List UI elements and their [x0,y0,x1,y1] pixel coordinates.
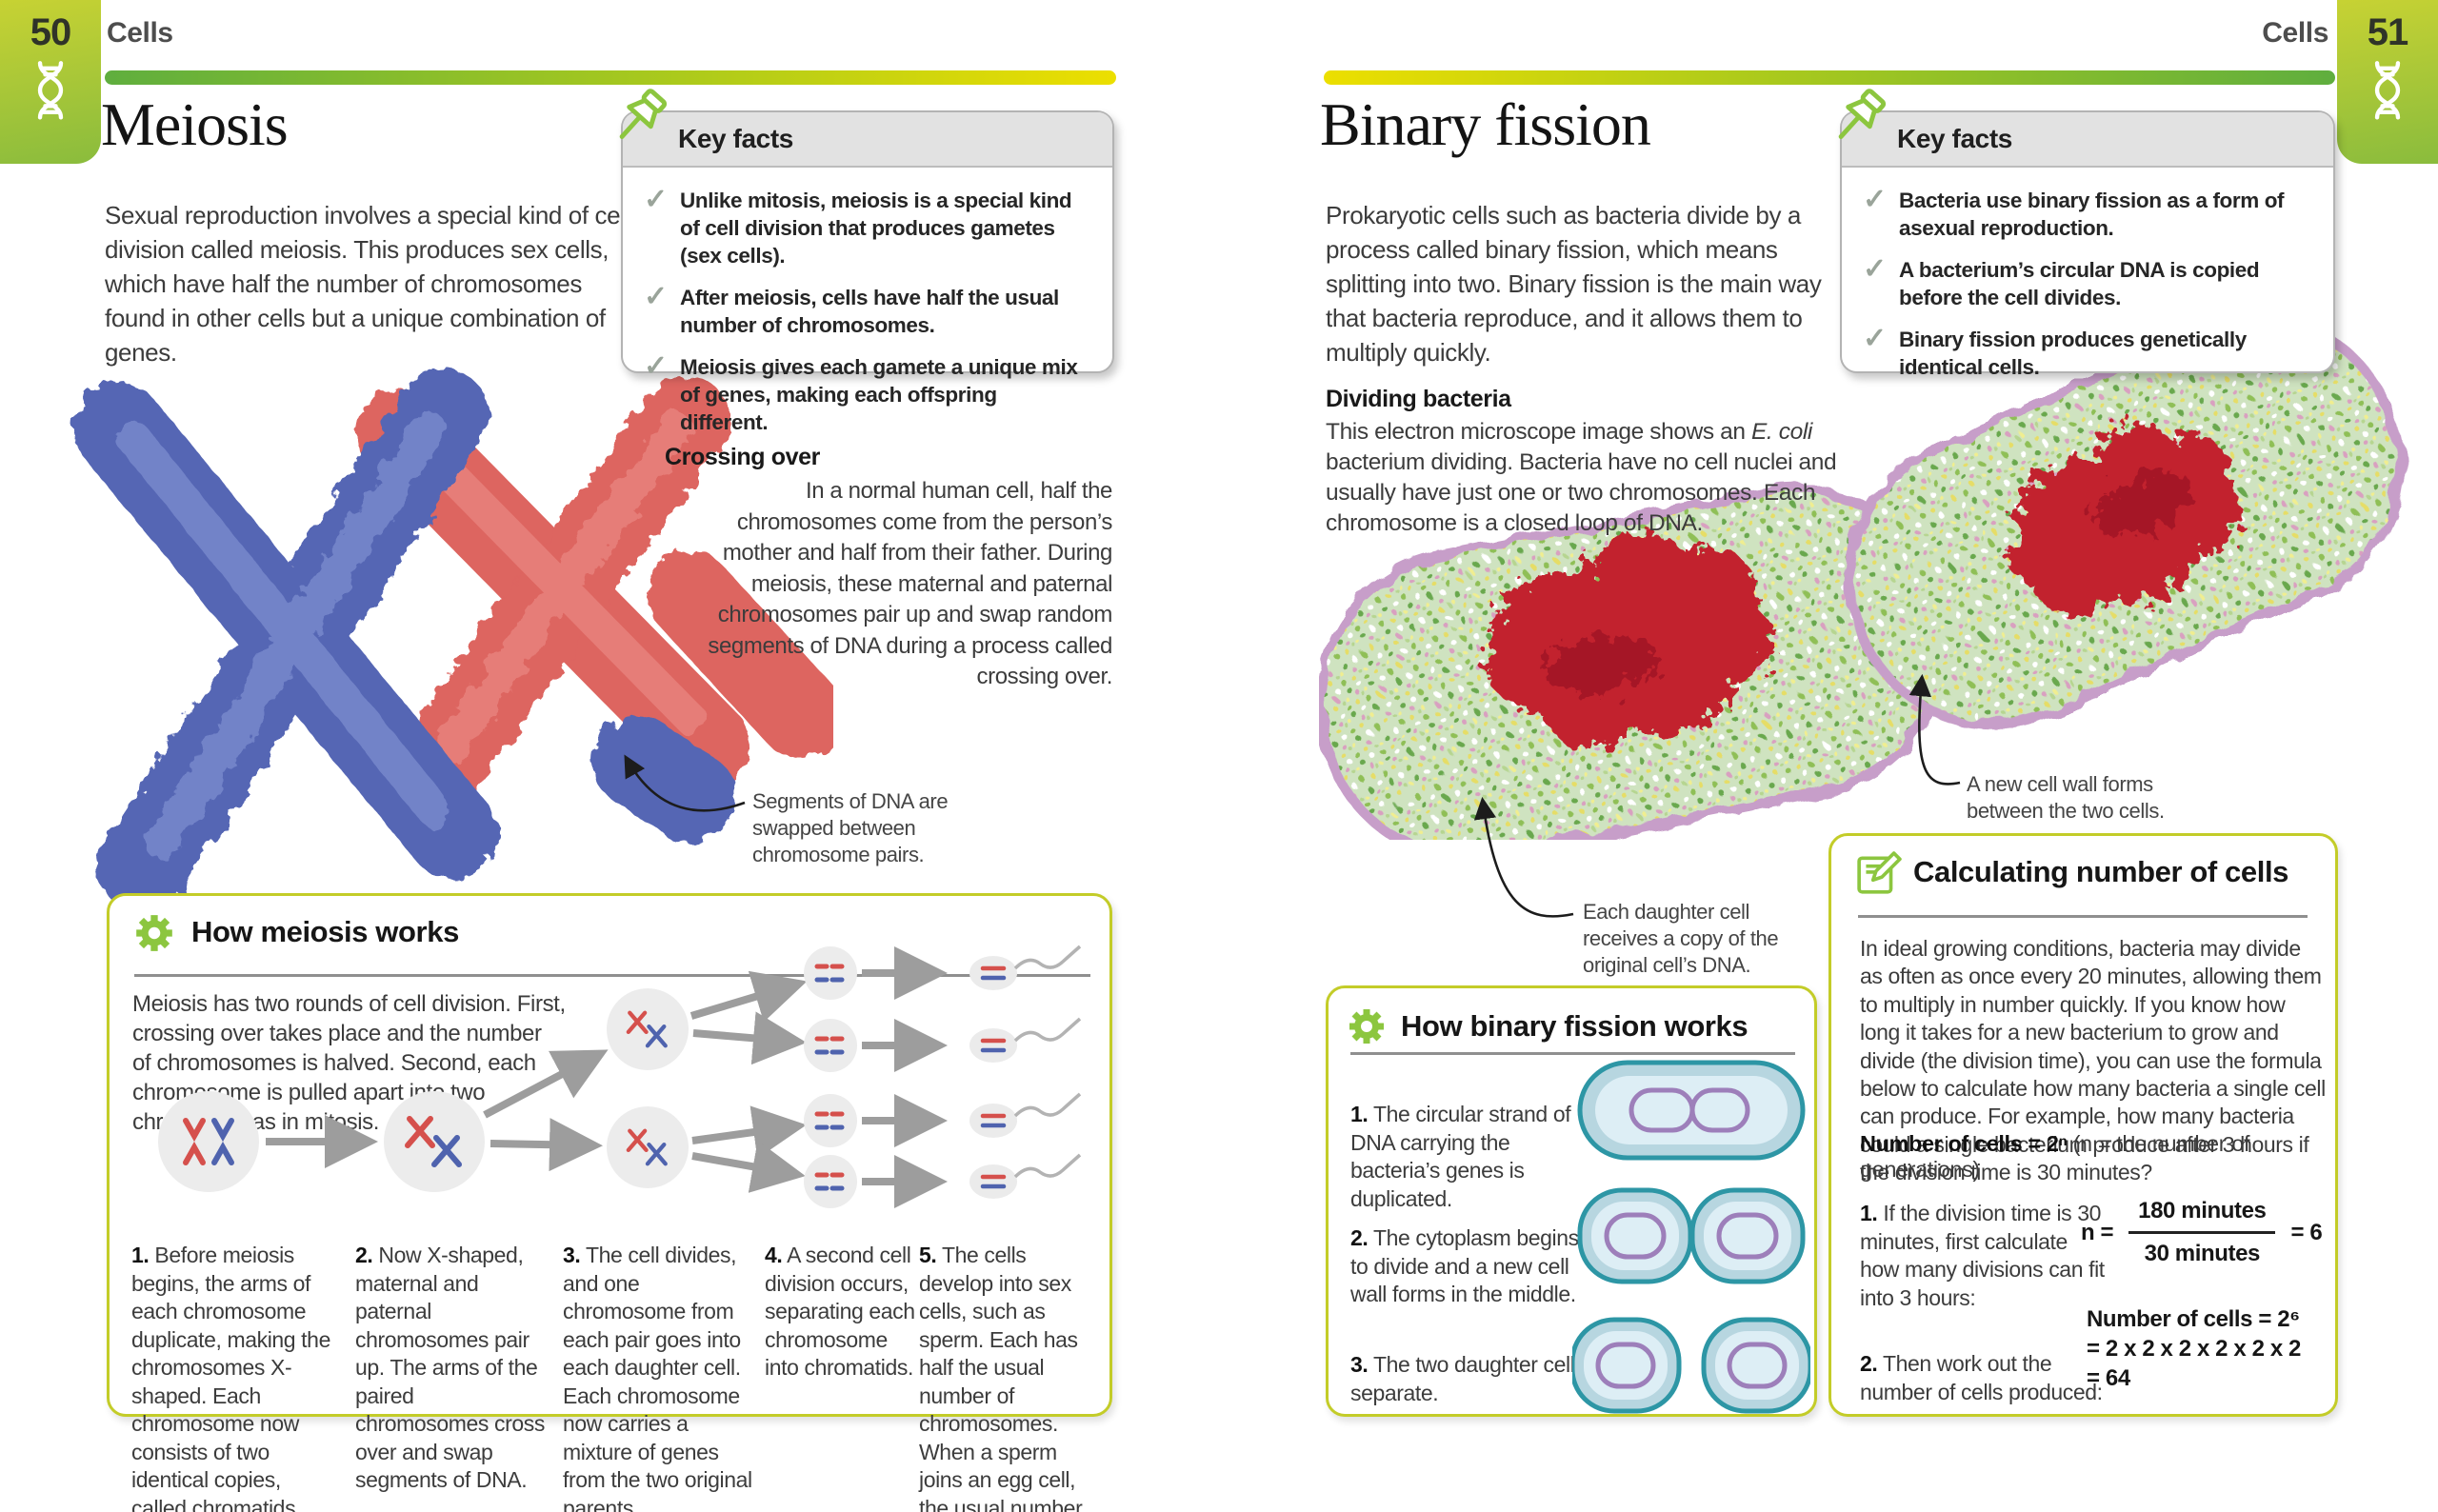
key-fact: ✓ Bacteria use binary fission as a form … [1863,184,2285,241]
pushpin-icon [1838,89,1887,139]
how-binary-fission-box: How binary fission works 1. The circular… [1326,985,1817,1417]
gear-icon [1349,1009,1384,1044]
crossing-over-title: Crossing over [665,444,820,470]
meiosis-step: 1. Before meiosis begins, the arms of ea… [131,1243,330,1512]
box-title: How meiosis works [191,915,459,948]
page-number: 51 [2367,11,2409,53]
fission-step: 2. The cytoplasm begins to divide and a … [1350,1225,1579,1306]
section-rule [105,70,1116,85]
section-rule [1324,70,2335,85]
page-tab-right: 51 [2337,0,2438,164]
chromosomes-illustration [73,368,833,912]
calc-formula: Number of cells = 2ⁿ (n = the number of … [1860,1131,2250,1182]
divider [134,974,1090,977]
key-facts-box: Key facts ✓ Unlike mitosis, meiosis is a… [619,89,1114,434]
calc-step: 1. If the division time is 30 minutes, f… [1860,1201,2105,1310]
calc-result: Number of cells = 2⁶ = 2 x 2 x 2 x 2 x 2… [2087,1306,2301,1391]
intro-paragraph: Sexual reproduction involves a special k… [105,201,630,367]
key-facts-box: Key facts ✓ Bacteria use binary fission … [1838,89,2335,379]
page-title: Binary fission [1320,90,1651,158]
meiosis-step: 3. The cell divides, and one chromosome … [563,1243,752,1512]
key-facts-title: Key facts [623,112,1112,168]
annotation-arrow [624,754,746,812]
page-number: 50 [30,11,72,53]
key-fact: ✓ Unlike mitosis, meiosis is a special k… [644,184,1072,269]
check-icon: ✓ [1863,253,1887,285]
daughter-cell-note: Each daughter cell receives a copy of th… [1583,900,1779,977]
ecoli-italic: E. coli [1750,419,1812,445]
key-fact: ✓ Meiosis gives each gamete a unique mix… [644,350,1078,435]
calc-step: 2. Then work out the number of cells pro… [1860,1351,2103,1404]
segments-note: Segments of DNA are swapped between chro… [752,789,949,866]
key-fact: ✓ A bacterium’s circular DNA is copied b… [1863,253,2260,310]
fission-step: 1. The circular strand of DNA carrying t… [1350,1102,1571,1211]
page-title: Meiosis [101,90,289,158]
page-tab-left: 50 [0,0,101,164]
calculating-cells-box: Calculating number of cells In ideal gro… [1828,833,2338,1417]
key-facts-list: ✓ Bacteria use binary fission as a form … [1842,168,2333,381]
dividing-bacteria-title: Dividing bacteria [1326,386,1511,412]
binary-fission-diagram [1572,1060,1810,1414]
check-icon: ✓ [644,281,668,312]
dna-icon [37,61,64,120]
divider [1858,915,2308,918]
key-facts-list: ✓ Unlike mitosis, meiosis is a special k… [623,168,1112,436]
meiosis-diagram [158,922,1110,1208]
key-facts-title: Key facts [1842,112,2333,168]
intro-paragraph: Prokaryotic cells such as bacteria divid… [1326,201,1822,367]
how-meiosis-works-box: How meiosis works Meiosis has two rounds… [107,893,1112,1512]
box-title: How binary fission works [1401,1009,1749,1043]
dividing-bacteria-text: This electron microscope image shows an … [1326,419,1837,536]
division-fraction: n = 180 minutes 30 minutes = 6 [2081,1198,2323,1267]
annotation-arrow [1473,796,1574,918]
meiosis-step: 4. A second cell division occurs, separa… [765,1243,915,1380]
fraction: 180 minutes 30 minutes [2128,1198,2276,1267]
note-pencil-icon [1857,851,1902,894]
check-icon: ✓ [644,350,668,382]
dna-icon [2374,61,2401,120]
fission-step: 3. The two daughter cells separate. [1350,1352,1586,1405]
key-fact: ✓ Binary fission produces genetically id… [1863,323,2247,380]
ecoli-micrograph [1319,314,2405,840]
meiosis-step: 5. The cells develop into sex cells, suc… [919,1243,1083,1512]
gear-icon [136,915,172,951]
section-label: Cells [2262,17,2328,49]
box-title: Calculating number of cells [1913,855,2289,888]
check-icon: ✓ [1863,323,1887,354]
check-icon: ✓ [644,184,668,215]
section-label: Cells [107,17,173,49]
check-icon: ✓ [1863,184,1887,215]
meiosis-step: 2. Now X-shaped, maternal and paternal c… [355,1243,545,1492]
divider [1350,1052,1795,1055]
cell-wall-note: A new cell wall forms between the two ce… [1967,772,2165,823]
crossing-over-text: In a normal human cell, half the chromos… [708,478,1112,689]
calc-paragraph: In ideal growing conditions, bacteria ma… [1860,936,2326,1185]
key-fact: ✓ After meiosis, cells have half the usu… [644,281,1059,338]
pushpin-icon [619,89,668,139]
annotation-arrow [1908,673,1961,786]
